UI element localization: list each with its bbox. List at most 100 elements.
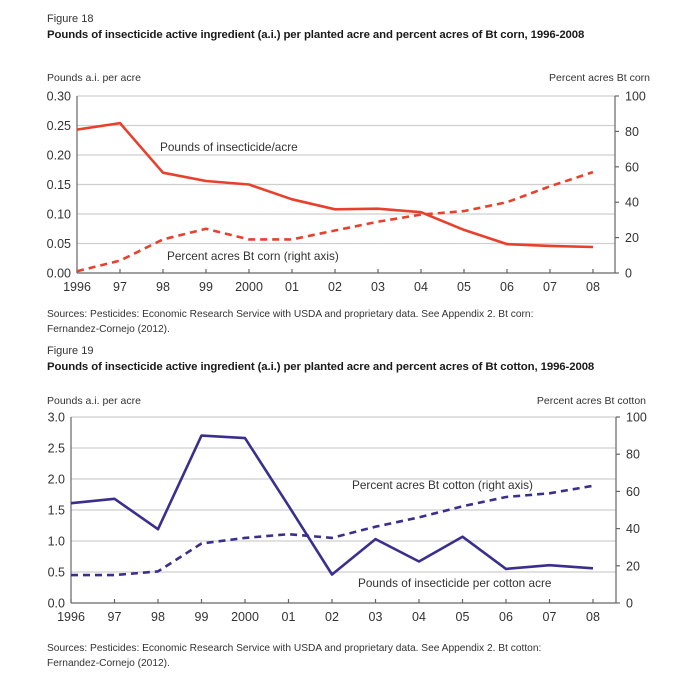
left-y-tick-label: 2.0 (48, 473, 65, 487)
figure-19-title: Pounds of insecticide active ingredient … (47, 361, 595, 373)
x-tick-label: 1996 (57, 610, 85, 624)
data-point (592, 567, 595, 570)
figure-18-title: Pounds of insecticide active ingredient … (47, 29, 585, 41)
figure-19-label: Figure 19 (47, 345, 94, 357)
data-point (461, 505, 464, 508)
series-annotation: Pounds of insecticide/acre (160, 140, 298, 154)
right-y-tick-label: 60 (626, 485, 640, 499)
data-point (505, 568, 508, 571)
series-line-percent-acres (76, 170, 594, 273)
x-tick-label: 06 (500, 280, 514, 294)
left-y-tick-label: 2.5 (48, 442, 65, 456)
figure-18-label: Figure 18 (47, 13, 94, 25)
left-y-tick-label: 3.0 (48, 411, 65, 425)
x-tick-label: 98 (156, 280, 170, 294)
series-annotation: Percent acres Bt cotton (right axis) (352, 478, 533, 492)
data-point (200, 434, 203, 437)
data-point (548, 564, 551, 567)
left-y-tick-label: 0.15 (47, 178, 71, 192)
data-point (244, 437, 247, 440)
x-tick-label: 1996 (63, 280, 91, 294)
x-tick-label: 06 (499, 610, 513, 624)
data-point (331, 573, 334, 576)
data-point (418, 516, 421, 519)
x-tick-label: 97 (108, 610, 122, 624)
data-point (113, 498, 116, 501)
data-point (374, 525, 377, 528)
corn-sources-note: Sources: Pesticides: Economic Research S… (47, 307, 533, 337)
right-y-tick-label: 20 (626, 559, 640, 573)
corn-left-axis-label: Pounds a.i. per acre (47, 72, 141, 84)
data-point (331, 537, 334, 540)
series-line-pounds-insecticide (70, 434, 594, 576)
data-point (287, 504, 290, 507)
x-tick-label: 07 (543, 280, 557, 294)
data-point (418, 560, 421, 563)
left-y-tick-label: 1.0 (48, 535, 65, 549)
right-y-tick-label: 100 (625, 90, 646, 104)
right-y-tick-label: 80 (626, 448, 640, 462)
data-point (244, 537, 247, 540)
data-point (374, 538, 377, 541)
right-y-tick-label: 0 (625, 267, 632, 281)
cotton-left-axis-label: Pounds a.i. per acre (47, 395, 141, 407)
data-point (461, 535, 464, 538)
right-y-tick-label: 0 (626, 597, 633, 611)
right-y-tick-label: 100 (626, 411, 647, 425)
data-point (113, 574, 116, 577)
right-y-tick-label: 40 (625, 196, 639, 210)
x-tick-label: 04 (412, 610, 426, 624)
left-y-tick-label: 0.0 (48, 597, 65, 611)
left-y-tick-label: 0.05 (47, 237, 71, 251)
data-point (592, 485, 595, 488)
data-point (287, 533, 290, 536)
left-y-tick-label: 0.5 (48, 566, 65, 580)
cotton-right-axis-label: Percent acres Bt cotton (536, 395, 646, 407)
x-tick-label: 08 (586, 610, 600, 624)
cotton-sources-line-2: Fernandez-Cornejo (2012). (47, 658, 170, 669)
x-tick-label: 01 (285, 280, 299, 294)
right-y-tick-label: 60 (625, 160, 639, 174)
right-y-tick-label: 40 (626, 522, 640, 536)
corn-sources-line-2: Fernandez-Cornejo (2012). (47, 324, 170, 335)
x-tick-label: 05 (456, 610, 470, 624)
x-tick-label: 02 (325, 610, 339, 624)
data-point (157, 570, 160, 573)
x-tick-label: 99 (195, 610, 209, 624)
left-y-tick-label: 0.00 (47, 267, 71, 281)
x-tick-label: 03 (371, 280, 385, 294)
x-tick-label: 2000 (231, 610, 259, 624)
x-tick-label: 02 (328, 280, 342, 294)
data-point (200, 542, 203, 545)
series-line-pounds-insecticide (76, 121, 594, 249)
left-y-tick-label: 0.25 (47, 119, 71, 133)
data-point (70, 502, 73, 505)
left-y-tick-label: 0.10 (47, 208, 71, 222)
x-tick-label: 04 (414, 280, 428, 294)
right-y-tick-label: 80 (625, 125, 639, 139)
left-y-tick-label: 0.30 (47, 90, 71, 104)
data-point (157, 528, 160, 531)
cotton-sources-line-1: Sources: Pesticides: Economic Research S… (47, 643, 542, 654)
corn-right-axis-label: Percent acres Bt corn (549, 72, 650, 84)
corn-sources-line-1: Sources: Pesticides: Economic Research S… (47, 309, 534, 320)
x-tick-label: 07 (543, 610, 557, 624)
right-y-tick-label: 20 (625, 231, 639, 245)
x-tick-label: 98 (151, 610, 165, 624)
x-tick-label: 99 (199, 280, 213, 294)
cotton-sources-note: Sources: Pesticides: Economic Research S… (47, 641, 541, 671)
x-tick-label: 08 (586, 280, 600, 294)
x-tick-label: 97 (113, 280, 127, 294)
x-tick-label: 03 (369, 610, 383, 624)
x-tick-label: 05 (457, 280, 471, 294)
series-annotation: Percent acres Bt corn (right axis) (167, 249, 339, 263)
x-tick-label: 2000 (235, 280, 263, 294)
data-point (505, 496, 508, 499)
left-y-tick-label: 0.20 (47, 149, 71, 163)
series-annotation: Pounds of insecticide per cotton acre (358, 576, 552, 590)
x-tick-label: 01 (282, 610, 296, 624)
data-point (548, 492, 551, 495)
series-line-percent-acres (71, 484, 594, 577)
